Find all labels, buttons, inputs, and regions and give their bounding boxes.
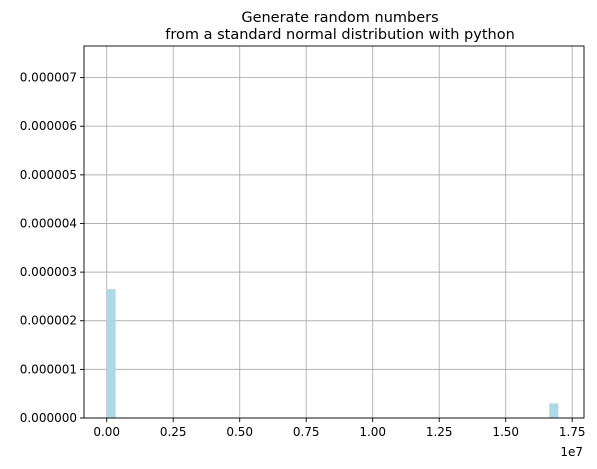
x-axis: 0.00 0.25 0.50 0.75 1.00 1.25 1.50 1.75 <box>93 418 586 439</box>
y-tick-label: 0.000003 <box>20 265 77 279</box>
x-tick-label: 0.00 <box>93 425 120 439</box>
y-tick-label: 0.000007 <box>20 71 77 85</box>
y-tick-label: 0.000005 <box>20 168 77 182</box>
y-tick-label: 0.000000 <box>20 411 77 425</box>
chart-title-line-2: from a standard normal distribution with… <box>165 27 515 43</box>
x-tick-label: 1.75 <box>559 425 586 439</box>
y-tick-label: 0.000002 <box>20 314 77 328</box>
x-tick-label: 1.25 <box>426 425 453 439</box>
x-tick-label: 0.50 <box>226 425 253 439</box>
y-axis: 0.000000 0.000001 0.000002 0.000003 0.000004… <box>20 71 84 425</box>
x-axis-offset-label: 1e7 <box>560 445 583 459</box>
histogram-bars <box>106 289 559 418</box>
x-tick-label: 1.50 <box>492 425 519 439</box>
x-tick-label: 0.75 <box>293 425 320 439</box>
histogram-bar <box>106 289 116 418</box>
x-tick-label: 0.25 <box>160 425 187 439</box>
plot-frame <box>83 45 585 419</box>
y-tick-label: 0.000001 <box>20 362 77 376</box>
chart-title-line-1: Generate random numbers <box>241 10 438 26</box>
y-tick-label: 0.000004 <box>20 216 77 230</box>
grid-lines <box>84 46 584 419</box>
histogram-bar <box>549 403 559 418</box>
x-tick-label: 1.00 <box>359 425 386 439</box>
y-tick-label: 0.000006 <box>20 119 77 133</box>
